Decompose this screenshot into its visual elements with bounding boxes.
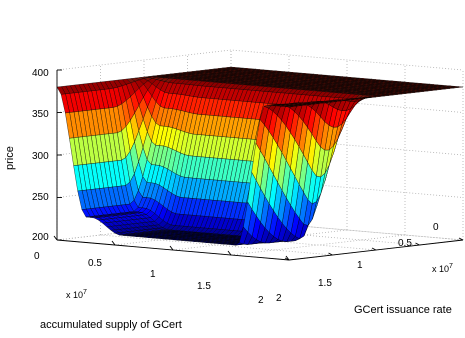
y-tick-mark bbox=[372, 248, 376, 250]
y-multiplier: x 107 bbox=[432, 263, 453, 274]
x-tick-label: 2 bbox=[258, 295, 264, 306]
x-axis-label: accumulated supply of GCert bbox=[40, 319, 182, 331]
z-tick-label: 350 bbox=[32, 109, 49, 120]
y-tick-label: 1 bbox=[357, 260, 363, 271]
z-tick-label: 400 bbox=[32, 68, 49, 79]
x-tick-label: 0.5 bbox=[88, 258, 102, 269]
x-multiplier: x 107 bbox=[66, 289, 87, 300]
y-tick-mark bbox=[329, 253, 333, 255]
z-tick-label: 200 bbox=[32, 232, 49, 243]
y-tick-mark bbox=[416, 243, 420, 245]
y-tick-label: 2 bbox=[276, 293, 282, 304]
z-axis-label: price bbox=[4, 146, 16, 170]
y-tick-label: 0 bbox=[433, 222, 439, 233]
z-tick-label: 300 bbox=[32, 151, 49, 162]
z-tick-label: 250 bbox=[32, 192, 49, 203]
x-tick-label: 0 bbox=[34, 251, 40, 262]
y-axis-label: GCert issuance rate bbox=[354, 304, 452, 316]
y-tick-label: 1.5 bbox=[318, 278, 332, 289]
x-tick-label: 1 bbox=[150, 269, 156, 280]
x-tick-label: 1.5 bbox=[197, 281, 211, 292]
y-tick-label: 0.5 bbox=[398, 238, 412, 249]
